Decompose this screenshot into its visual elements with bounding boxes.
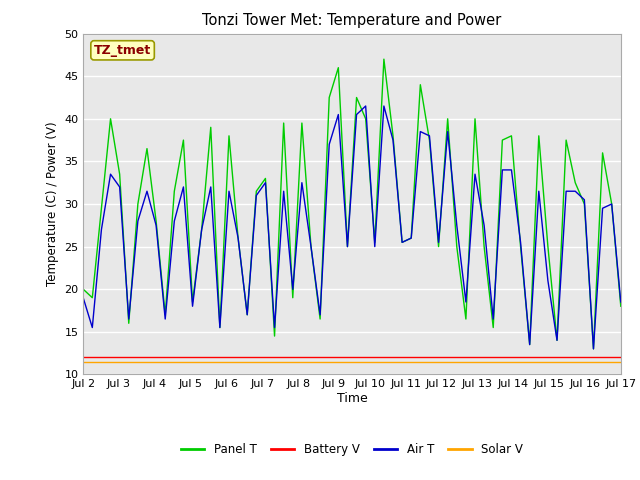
Air T bbox=[234, 235, 242, 241]
Air T bbox=[216, 324, 224, 330]
Air T bbox=[589, 346, 597, 352]
Battery V bbox=[617, 354, 625, 360]
Solar V bbox=[417, 359, 424, 364]
Solar V bbox=[262, 359, 269, 364]
Air T bbox=[253, 192, 260, 198]
Battery V bbox=[417, 354, 424, 360]
Solar V bbox=[216, 359, 224, 364]
Solar V bbox=[170, 359, 178, 364]
Panel T bbox=[617, 303, 625, 309]
Panel T bbox=[216, 324, 224, 330]
Solar V bbox=[79, 359, 87, 364]
Air T bbox=[617, 299, 625, 305]
Panel T bbox=[234, 235, 242, 241]
X-axis label: Time: Time bbox=[337, 392, 367, 405]
Air T bbox=[362, 103, 369, 109]
Line: Air T: Air T bbox=[83, 106, 621, 349]
Panel T bbox=[170, 188, 178, 194]
Air T bbox=[79, 295, 87, 300]
Legend: Panel T, Battery V, Air T, Solar V: Panel T, Battery V, Air T, Solar V bbox=[176, 438, 528, 461]
Battery V bbox=[216, 354, 224, 360]
Battery V bbox=[170, 354, 178, 360]
Title: Tonzi Tower Met: Temperature and Power: Tonzi Tower Met: Temperature and Power bbox=[202, 13, 502, 28]
Y-axis label: Temperature (C) / Power (V): Temperature (C) / Power (V) bbox=[45, 122, 59, 286]
Panel T bbox=[79, 286, 87, 292]
Battery V bbox=[234, 354, 242, 360]
Battery V bbox=[262, 354, 269, 360]
Battery V bbox=[253, 354, 260, 360]
Air T bbox=[262, 180, 269, 186]
Solar V bbox=[253, 359, 260, 364]
Panel T bbox=[426, 137, 433, 143]
Panel T bbox=[262, 176, 269, 181]
Air T bbox=[170, 218, 178, 224]
Panel T bbox=[253, 188, 260, 194]
Text: TZ_tmet: TZ_tmet bbox=[94, 44, 151, 57]
Solar V bbox=[234, 359, 242, 364]
Battery V bbox=[79, 354, 87, 360]
Air T bbox=[426, 133, 433, 139]
Panel T bbox=[380, 56, 388, 62]
Solar V bbox=[617, 359, 625, 364]
Panel T bbox=[589, 346, 597, 352]
Line: Panel T: Panel T bbox=[83, 59, 621, 349]
